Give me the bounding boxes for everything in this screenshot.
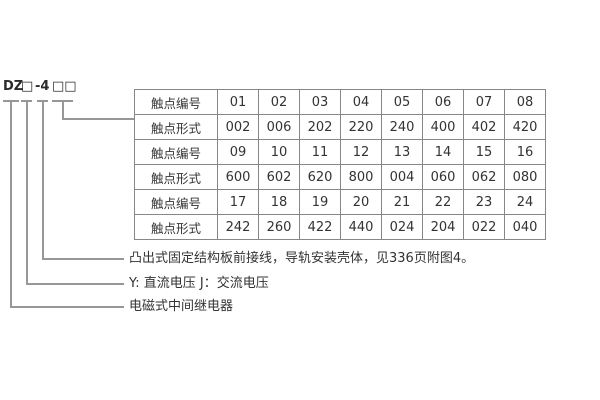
- row-label: 触点形式: [134, 164, 218, 190]
- row-label: 触点编号: [134, 189, 218, 215]
- table-cell: 22: [422, 189, 464, 215]
- leader-vline-series: [10, 100, 12, 308]
- table-cell: 13: [381, 139, 423, 165]
- table-cell: 004: [381, 164, 423, 190]
- table-cell: 11: [299, 139, 341, 165]
- table-cell: 440: [340, 214, 382, 240]
- table-row: 触点编号 17 18 19 20 21 22 23 24: [134, 189, 546, 215]
- table-cell: 060: [422, 164, 464, 190]
- table-cell: 080: [504, 164, 546, 190]
- table-cell: 602: [258, 164, 300, 190]
- table-cell: 24: [504, 189, 546, 215]
- table-cell: 10: [258, 139, 300, 165]
- table-cell: 05: [381, 89, 423, 115]
- table-cell: 16: [504, 139, 546, 165]
- table-cell: 08: [504, 89, 546, 115]
- callout-voltage: Y: 直流电压 J：交流电压: [129, 276, 269, 291]
- model-voltage-box: □: [21, 79, 34, 94]
- row-label: 触点形式: [134, 114, 218, 140]
- row-label: 触点编号: [134, 139, 218, 165]
- table-cell: 420: [504, 114, 546, 140]
- table-row: 触点编号 01 02 03 04 05 06 07 08: [134, 89, 546, 115]
- table-cell: 07: [463, 89, 505, 115]
- table-row: 触点形式 002 006 202 220 240 400 402 420: [134, 114, 546, 140]
- row-label: 触点形式: [134, 214, 218, 240]
- contact-code-table: 触点编号 01 02 03 04 05 06 07 08 触点形式 002 00…: [134, 89, 546, 240]
- table-cell: 800: [340, 164, 382, 190]
- leader-hline-series: [10, 306, 124, 308]
- table-cell: 260: [258, 214, 300, 240]
- leader-hline-frame: [42, 258, 124, 260]
- table-cell: 01: [217, 89, 259, 115]
- table-cell: 400: [422, 114, 464, 140]
- callout-structure: 凸出式固定结构板前接线，导轨安装壳体，见336页附图4。: [129, 251, 475, 266]
- model-frame-code: -4: [35, 79, 50, 94]
- table-cell: 240: [381, 114, 423, 140]
- callout-relay-type: 电磁式中间继电器: [129, 299, 234, 314]
- table-cell: 402: [463, 114, 505, 140]
- table-cell: 040: [504, 214, 546, 240]
- table-row: 触点编号 09 10 11 12 13 14 15 16: [134, 139, 546, 165]
- table-cell: 20: [340, 189, 382, 215]
- table-cell: 06: [422, 89, 464, 115]
- table-cell: 17: [217, 189, 259, 215]
- table-cell: 022: [463, 214, 505, 240]
- model-contact-box: □□: [52, 79, 77, 94]
- table-cell: 02: [258, 89, 300, 115]
- table-cell: 04: [340, 89, 382, 115]
- table-cell: 03: [299, 89, 341, 115]
- leader-vline-voltage: [26, 100, 28, 285]
- table-cell: 14: [422, 139, 464, 165]
- table-cell: 422: [299, 214, 341, 240]
- table-cell: 09: [217, 139, 259, 165]
- table-cell: 204: [422, 214, 464, 240]
- table-row: 触点形式 242 260 422 440 024 204 022 040: [134, 214, 546, 240]
- table-cell: 024: [381, 214, 423, 240]
- leader-vline-contact: [62, 100, 64, 120]
- leader-hline-voltage: [26, 283, 124, 285]
- table-cell: 062: [463, 164, 505, 190]
- table-row: 触点形式 600 602 620 800 004 060 062 080: [134, 164, 546, 190]
- table-cell: 18: [258, 189, 300, 215]
- table-cell: 12: [340, 139, 382, 165]
- table-cell: 21: [381, 189, 423, 215]
- table-cell: 202: [299, 114, 341, 140]
- row-label: 触点编号: [134, 89, 218, 115]
- table-cell: 23: [463, 189, 505, 215]
- table-cell: 242: [217, 214, 259, 240]
- table-cell: 220: [340, 114, 382, 140]
- leader-vline-frame: [42, 100, 44, 260]
- table-cell: 006: [258, 114, 300, 140]
- leader-hline-contact: [62, 118, 134, 120]
- table-cell: 600: [217, 164, 259, 190]
- table-cell: 620: [299, 164, 341, 190]
- table-cell: 19: [299, 189, 341, 215]
- table-cell: 15: [463, 139, 505, 165]
- table-cell: 002: [217, 114, 259, 140]
- model-series-code: DZ: [3, 79, 24, 94]
